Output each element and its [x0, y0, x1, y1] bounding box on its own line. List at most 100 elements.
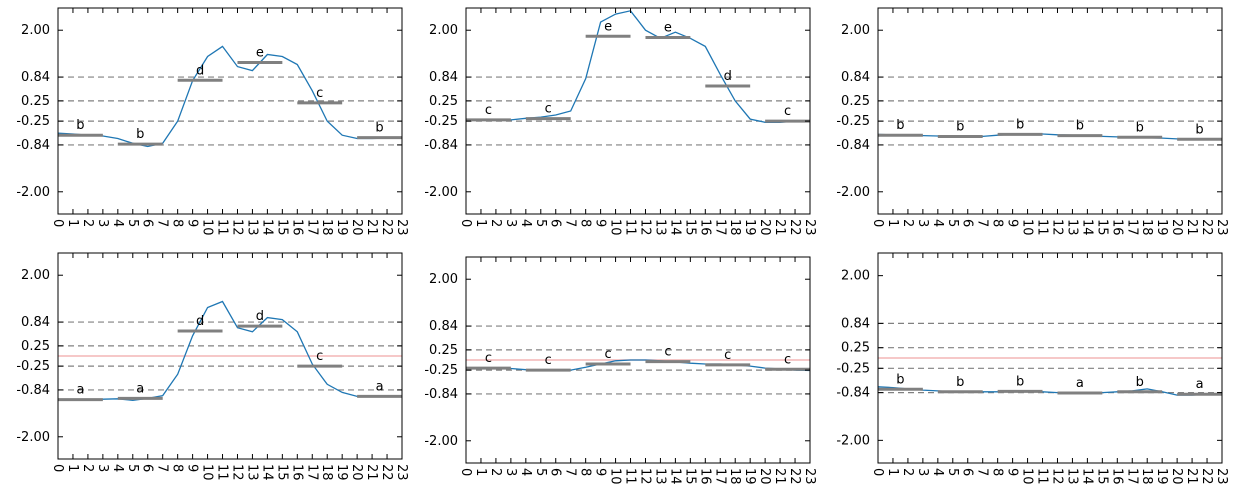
x-tick-label: 12	[1049, 219, 1064, 236]
x-tick-label: 6	[140, 219, 155, 227]
x-tick-label: 0	[50, 219, 65, 227]
x-tick-label: 3	[95, 464, 110, 472]
y-tick-label: -2.00	[836, 185, 870, 200]
x-tick-label: 4	[110, 464, 125, 472]
y-tick-label: 0.25	[429, 343, 458, 358]
x-tick-label: 6	[960, 468, 975, 476]
x-tick-label: 16	[1109, 219, 1124, 236]
x-tick-label: 4	[110, 219, 125, 227]
x-tick-label: 10	[1020, 468, 1035, 485]
segment-label: b	[375, 121, 383, 136]
x-tick-label: 15	[682, 219, 697, 236]
y-tick-label: 0.84	[429, 319, 458, 334]
y-tick-label: 0.84	[841, 70, 870, 85]
chart-panel-2: c ce edc-2.00-0.84-0.250.250.842.000 1 2 3 4 5 6…	[424, 7, 817, 236]
axes-frame	[465, 256, 811, 464]
y-tick-label: -0.25	[836, 361, 870, 376]
axes-frame	[465, 7, 811, 215]
x-tick-label: 15	[274, 464, 289, 481]
x-tick-label: 9	[593, 219, 608, 227]
x-tick-label: 5	[533, 468, 548, 476]
y-tick-label: -0.84	[16, 138, 50, 153]
x-tick-label: 5	[945, 219, 960, 227]
x-tick-label: 7	[975, 219, 990, 227]
segment-label: b	[1136, 375, 1144, 390]
x-tick-label: 2	[488, 219, 503, 227]
x-tick-label: 11	[623, 219, 638, 236]
x-tick-label: 1	[473, 219, 488, 227]
x-tick-label: 14	[667, 219, 682, 236]
segment-label: a	[76, 383, 84, 398]
x-tick-label: 1	[885, 219, 900, 227]
x-tick-label: 3	[915, 219, 930, 227]
x-tick-label: 13	[244, 464, 259, 481]
y-tick-label: 0.25	[429, 94, 458, 109]
x-tick-label: 16	[1109, 468, 1124, 485]
x-tick-label: 12	[229, 219, 244, 236]
segment-label: d	[196, 63, 204, 78]
x-tick-label: 3	[503, 468, 518, 476]
y-tick-label: 0.84	[429, 70, 458, 85]
x-tick-label: 9	[1005, 468, 1020, 476]
x-tick-label: 23	[394, 219, 409, 236]
x-tick-label: 22	[1199, 468, 1214, 485]
x-tick-label: 17	[712, 219, 727, 236]
x-tick-label: 13	[1064, 219, 1079, 236]
x-tick-label: 10	[1020, 219, 1035, 236]
segment-label: c	[605, 347, 612, 362]
y-tick-label: 2.00	[429, 23, 458, 38]
segment-label: b	[1016, 117, 1024, 132]
x-tick-label: 15	[1094, 219, 1109, 236]
segment-label: c	[784, 352, 791, 367]
x-tick-label: 1	[65, 219, 80, 227]
x-tick-label: 4	[518, 219, 533, 227]
x-tick-label: 12	[637, 219, 652, 236]
x-tick-label: 12	[1049, 468, 1064, 485]
segment-label: c	[664, 345, 671, 360]
y-tick-label: 2.00	[21, 268, 50, 283]
x-tick-label: 13	[244, 219, 259, 236]
y-tick-label: 0.25	[841, 341, 870, 356]
x-tick-label: 7	[563, 219, 578, 227]
y-tick-label: 0.84	[21, 315, 50, 330]
segment-label: c	[545, 102, 552, 117]
axes-frame	[877, 252, 1223, 464]
y-tick-label: -0.25	[424, 114, 458, 129]
x-tick-label: 2	[900, 219, 915, 227]
x-tick-label: 22	[787, 468, 802, 485]
segment-label: c	[316, 86, 323, 101]
x-tick-label: 0	[870, 468, 885, 476]
x-tick-label: 6	[960, 219, 975, 227]
chart-panel-5: c c c c c c-2.00-0.84-0.250.250.842.000 1 2 3 4 5 6…	[424, 256, 817, 485]
x-tick-label: 16	[697, 468, 712, 485]
x-tick-label: 14	[667, 468, 682, 485]
y-tick-label: -0.25	[16, 359, 50, 374]
y-tick-label: -2.00	[424, 434, 458, 449]
x-tick-label: 9	[1005, 219, 1020, 227]
y-tick-label: -0.84	[836, 138, 870, 153]
series-line	[465, 10, 811, 123]
x-tick-label: 17	[712, 468, 727, 485]
y-tick-label: -0.84	[16, 383, 50, 398]
x-tick-label: 8	[990, 219, 1005, 227]
x-tick-label: 8	[578, 468, 593, 476]
x-tick-label: 20	[1169, 219, 1184, 236]
y-tick-label: 0.84	[21, 70, 50, 85]
segment-label: b	[1016, 374, 1024, 389]
x-tick-label: 21	[364, 219, 379, 236]
segment-label: a	[376, 379, 384, 394]
y-tick-label: -0.84	[424, 387, 458, 402]
x-tick-label: 13	[652, 219, 667, 236]
segment-label: b	[1195, 122, 1203, 137]
segment-label: a	[1076, 376, 1084, 391]
segment-label: c	[545, 353, 552, 368]
x-tick-label: 7	[975, 468, 990, 476]
x-tick-label: 11	[215, 219, 230, 236]
x-tick-label: 23	[1214, 468, 1229, 485]
x-tick-label: 21	[1184, 219, 1199, 236]
x-tick-label: 18	[727, 468, 742, 485]
segment-label: b	[956, 375, 964, 390]
y-tick-label: -2.00	[16, 430, 50, 445]
segment-label: e	[604, 19, 612, 34]
